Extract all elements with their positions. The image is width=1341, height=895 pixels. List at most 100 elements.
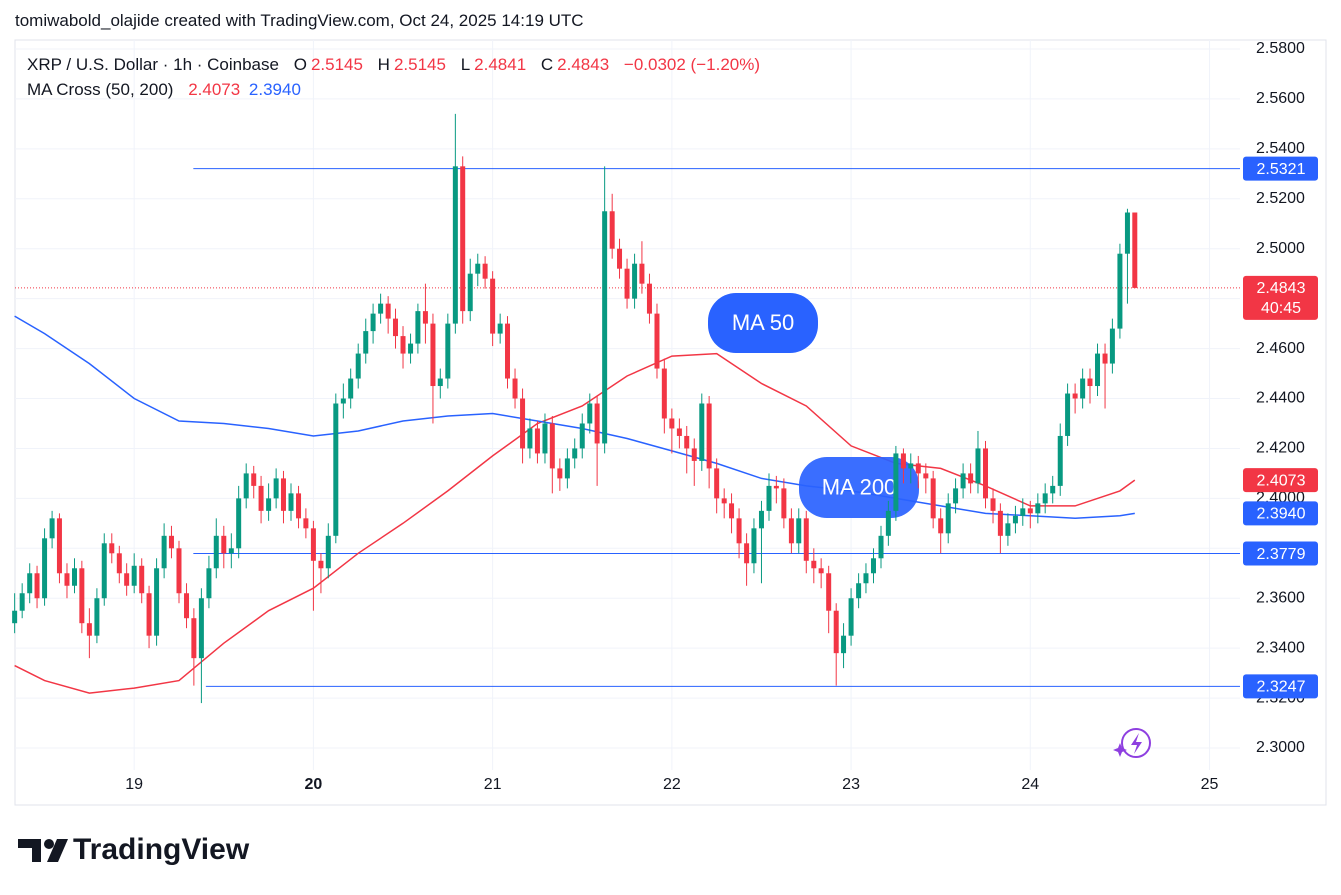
candle-body <box>310 528 316 561</box>
candle-body <box>198 598 204 659</box>
candle-body <box>370 313 376 332</box>
candle-body <box>430 323 436 387</box>
candle-body <box>72 568 78 586</box>
candle-body <box>639 263 645 284</box>
candle-body <box>818 568 824 574</box>
candle-body <box>758 510 764 529</box>
lightning-icon[interactable] <box>1113 728 1151 758</box>
y-tick-label: 2.4600 <box>1256 340 1305 357</box>
candle-body <box>788 518 794 544</box>
candle-body <box>520 398 526 449</box>
candle-body <box>736 518 742 544</box>
y-tick-label: 2.4200 <box>1256 440 1305 457</box>
logo-mark <box>44 839 54 849</box>
y-tick-label: 2.5000 <box>1256 240 1305 257</box>
candle-body <box>990 498 996 511</box>
candle-body <box>766 485 772 511</box>
y-tick-label: 2.5200 <box>1256 190 1305 207</box>
ohlc-key: O <box>293 55 307 74</box>
candle-body <box>505 323 511 379</box>
ohlc-key: C <box>540 55 554 74</box>
candle-body <box>848 598 854 636</box>
icon-sparkle <box>1113 743 1127 757</box>
x-tick-label: 24 <box>1021 776 1039 793</box>
ohlc-key: L <box>460 55 471 74</box>
candle-body <box>86 623 92 636</box>
x-tick-label: 19 <box>125 776 143 793</box>
candle-body <box>176 548 182 594</box>
price-label: 2.3940 <box>1257 506 1306 523</box>
candle-body <box>408 343 414 354</box>
change: −0.0302 (−1.20%) <box>623 55 761 74</box>
candle-body <box>333 403 339 536</box>
candle-body <box>363 331 369 354</box>
candle-body <box>1012 515 1018 524</box>
price-label: 2.3779 <box>1257 546 1306 563</box>
indicator-value: 2.4073 <box>188 80 241 99</box>
candle-body <box>572 448 578 459</box>
y-tick-label: 2.3600 <box>1256 589 1305 606</box>
candle-body <box>64 573 70 586</box>
candle-body <box>236 498 242 549</box>
header: tomiwabold_olajide created with TradingV… <box>15 11 584 30</box>
candle-body <box>437 378 443 387</box>
candle-body <box>1117 253 1123 329</box>
candle-body <box>1057 435 1063 486</box>
candle-body <box>617 248 623 269</box>
candle-body <box>811 560 817 569</box>
logo-text: TradingView <box>73 833 250 866</box>
x-tick-label: 21 <box>484 776 502 793</box>
candle-body <box>348 378 354 399</box>
candle-body <box>714 468 720 499</box>
candle-body <box>587 403 593 424</box>
candle-body <box>706 403 712 469</box>
candle-body <box>654 313 660 369</box>
candle-body <box>400 336 406 354</box>
y-tick-label: 2.5600 <box>1256 90 1305 107</box>
candle-body <box>900 453 906 469</box>
candle-body <box>1095 353 1101 387</box>
candle-body <box>781 488 787 519</box>
legend-row: MA Cross (50, 200) 2.4073 2.3940 <box>27 77 764 102</box>
candle-body <box>646 283 652 314</box>
price-label-bg <box>1243 501 1318 526</box>
candle-body <box>1124 212 1130 254</box>
candle-body <box>923 473 929 479</box>
price-label: 2.5321 <box>1257 161 1306 178</box>
candle-body <box>355 353 361 379</box>
candle-body <box>594 403 600 444</box>
candle-body <box>303 518 309 529</box>
candle-body <box>79 568 85 624</box>
candle-body <box>34 573 40 599</box>
candle-body <box>1035 503 1041 514</box>
candle-body <box>699 403 705 461</box>
candle-body <box>579 423 585 449</box>
candle-body <box>826 573 832 611</box>
candle-body <box>893 453 899 511</box>
candle-body <box>213 535 219 569</box>
candle-body <box>1080 378 1086 399</box>
candle-body <box>863 573 869 584</box>
candle-body <box>154 568 160 636</box>
candle-body <box>116 553 122 574</box>
candle-body <box>542 423 548 454</box>
ohlc-value: 2.4843 <box>557 55 610 74</box>
candle-body <box>280 478 286 511</box>
symbol: XRP / U.S. Dollar · 1h · Coinbase <box>27 55 279 74</box>
candle-body <box>228 548 234 554</box>
candle-body <box>930 478 936 519</box>
candle-body <box>915 463 921 474</box>
x-tick-label: 20 <box>305 776 323 793</box>
annotation-text: MA 50 <box>732 310 794 335</box>
candle-body <box>296 493 302 519</box>
y-tick-label: 2.4400 <box>1256 390 1305 407</box>
candle-body <box>221 535 227 554</box>
candle-body <box>721 498 727 504</box>
candle-body <box>422 311 428 324</box>
candle-body <box>325 535 331 569</box>
candle-body <box>42 538 48 599</box>
price-label-bg <box>1243 468 1318 493</box>
candle-body <box>251 473 257 486</box>
candle-body <box>796 518 802 544</box>
candle-body <box>1005 523 1011 536</box>
